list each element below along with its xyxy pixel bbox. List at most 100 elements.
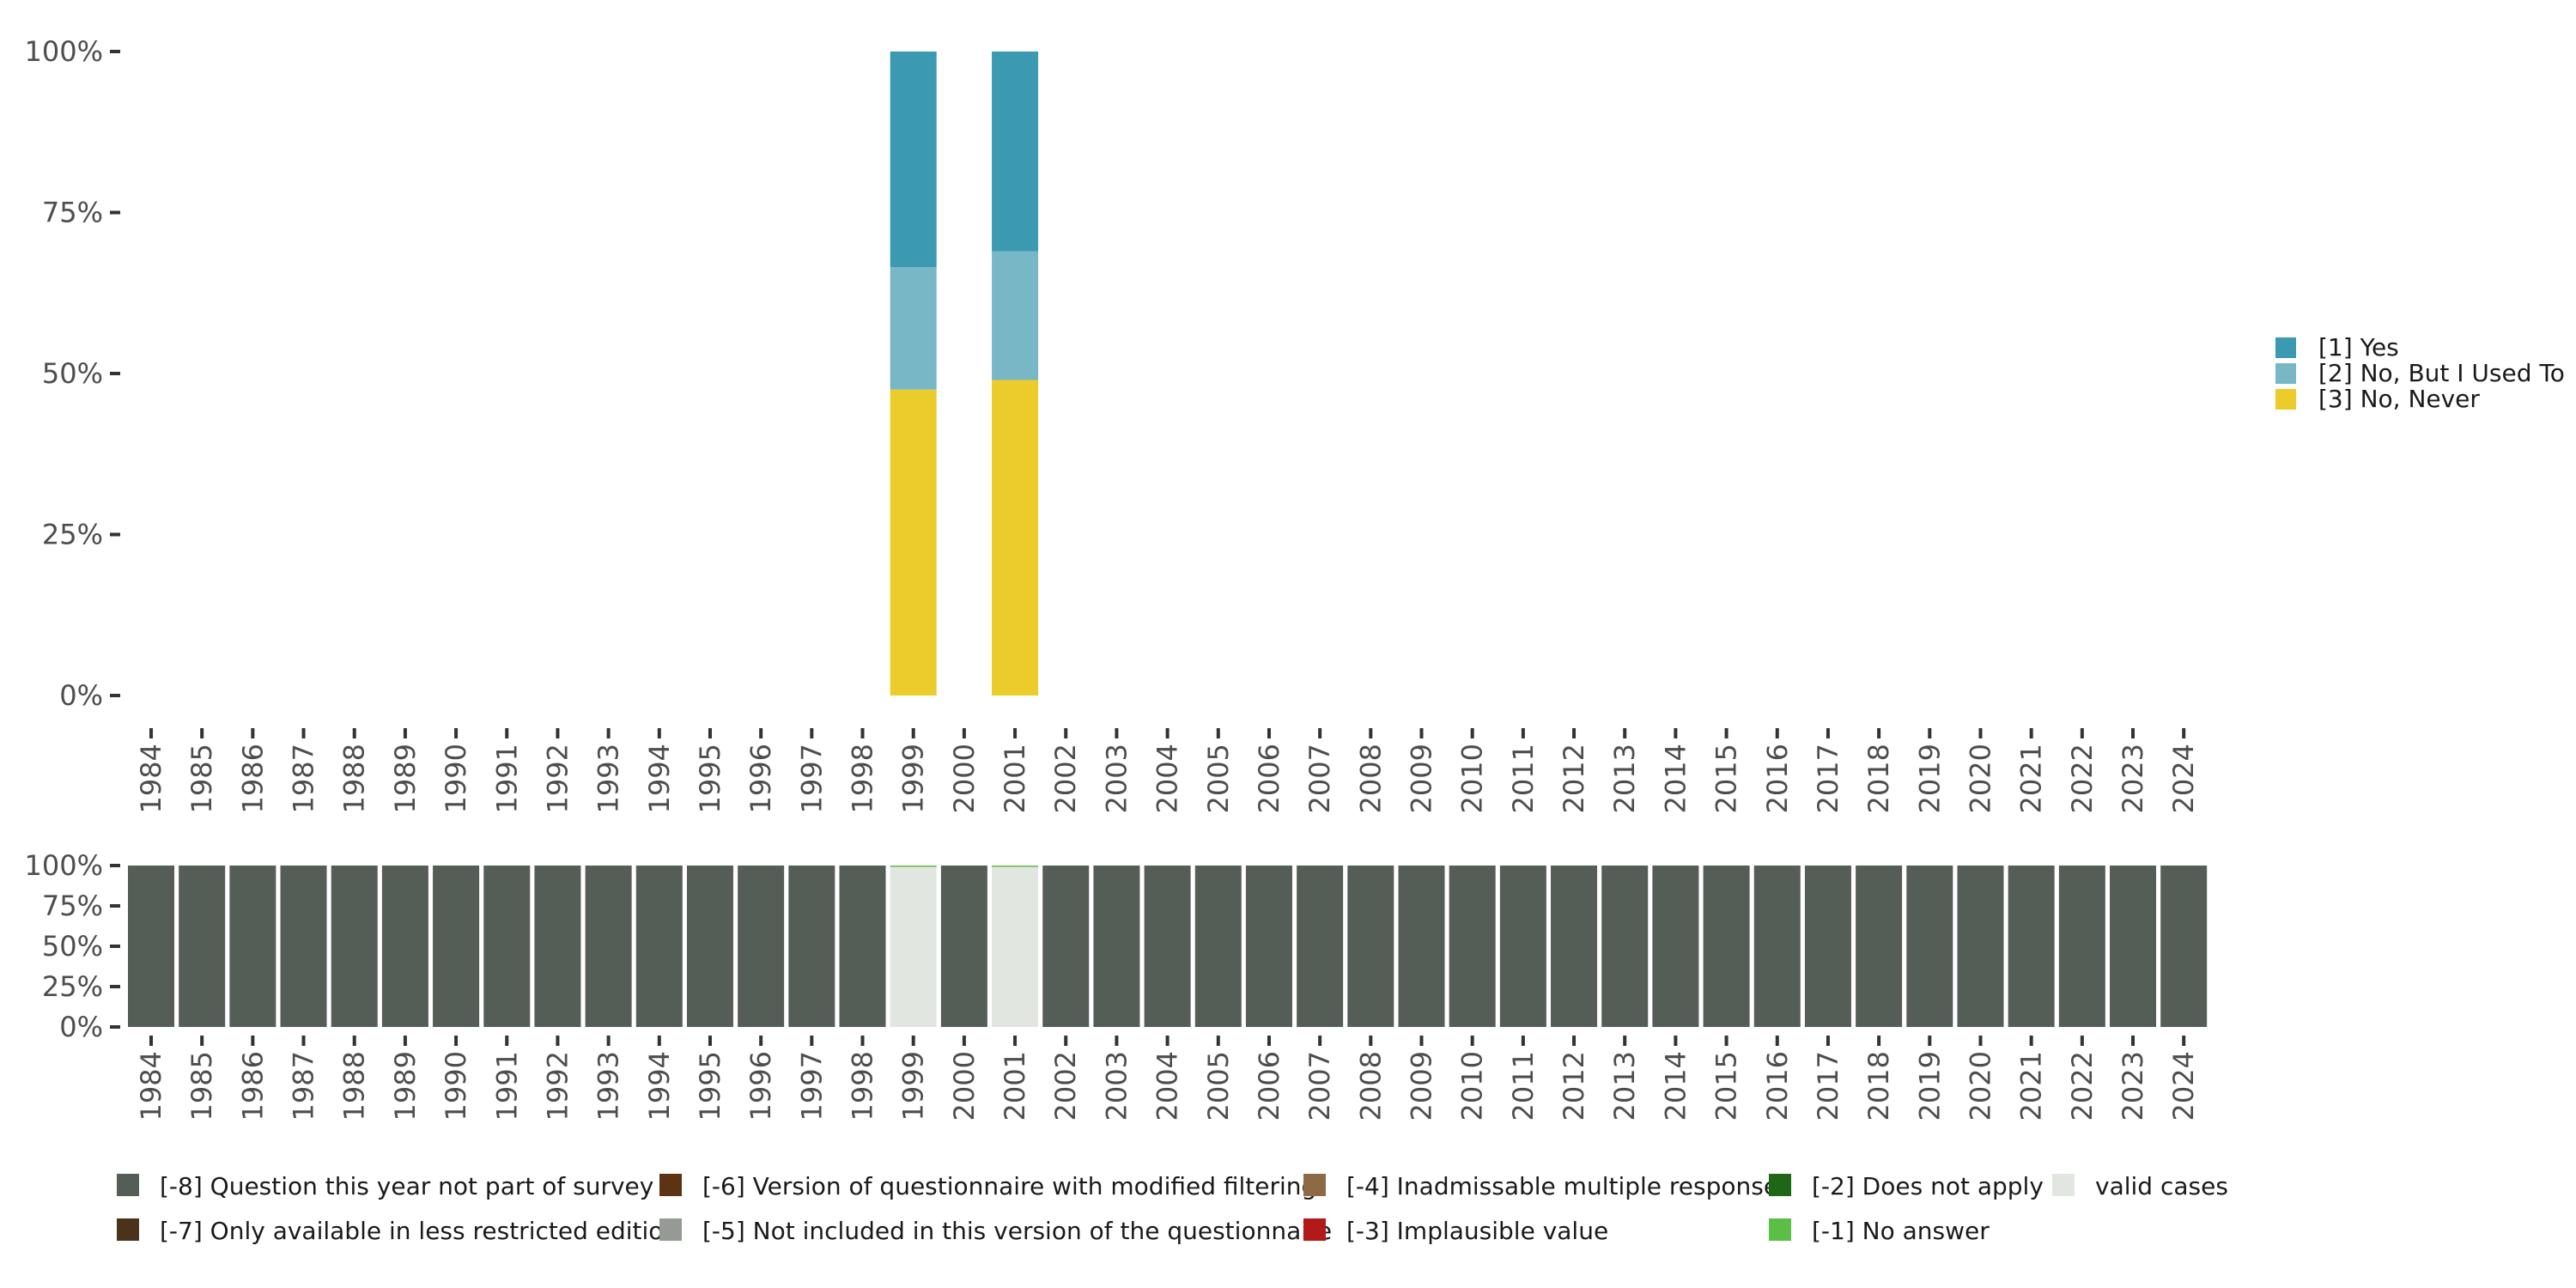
bottom-bar-1986 [229,866,276,1027]
bottom-legend-swatch [1769,1174,1791,1196]
bottom-bar-2024 [2160,866,2208,1027]
top-x-tick-label: 1997 [795,744,828,813]
top-bar-segment-2001-series-2 [992,52,1039,252]
bottom-legend-swatch [1303,1218,1326,1241]
top-legend-swatch [2275,363,2296,384]
top-bar-segment-2001-series-0 [992,380,1039,696]
top-x-tick-label: 1990 [440,744,472,813]
bottom-legend-swatch [2052,1174,2075,1196]
bottom-x-tick-label: 1987 [288,1051,320,1121]
bottom-chart-legend: [-8] Question this year not part of surv… [117,1172,2228,1245]
top-y-tick-label: 0% [59,679,103,712]
bottom-legend-label: [-7] Only available in less restricted e… [160,1217,678,1245]
bottom-bar-1985 [179,866,226,1027]
top-chart-response-distribution: 0% 25% 50% 75% 100% 1984 1985 1986 1987 1988 1989 1… [25,35,2201,813]
top-x-tick-label: 2012 [1558,744,1590,813]
bottom-bar-1988 [331,866,378,1027]
bottom-legend-label: [-5] Not included in this version of the… [702,1217,1332,1245]
top-x-tick-label: 1999 [897,744,930,813]
top-x-tick-label: 1996 [744,744,777,813]
bottom-bar-no-answer-2001 [992,866,1039,867]
top-x-tick-label: 2008 [1354,744,1387,813]
bottom-x-tick-label: 2020 [1964,1051,1996,1121]
top-x-tick-label: 2017 [1812,744,1844,813]
bottom-legend-label: valid cases [2095,1172,2228,1200]
bottom-bar-2011 [1499,866,1546,1027]
bottom-x-tick-label: 1999 [897,1051,930,1121]
bottom-x-tick-label: 2008 [1354,1051,1387,1121]
top-x-tick-label: 2006 [1253,744,1285,813]
bottom-x-tick-label: 1989 [389,1051,422,1121]
bottom-bar-2007 [1297,866,1344,1027]
bottom-x-tick-label: 2024 [2167,1051,2200,1121]
bottom-x-tick-label: 2000 [948,1051,981,1121]
bottom-bar-2019 [1906,866,1953,1027]
bottom-x-tick-label: 2014 [1659,1051,1692,1121]
bottom-bar-1989 [381,866,428,1027]
bottom-bar-2005 [1194,866,1242,1027]
bottom-x-tick-label: 2012 [1558,1051,1590,1121]
top-x-tick-label: 2007 [1303,744,1336,813]
top-x-tick-label: 1991 [490,744,523,813]
top-bar-segment-1999-series-0 [890,389,937,696]
bottom-legend-swatch [659,1174,682,1196]
bottom-y-tick-label: 0% [59,1011,103,1043]
top-x-tick-label: 2015 [1710,744,1743,813]
bottom-legend-swatch [117,1218,139,1241]
top-x-tick-label: 1985 [185,744,218,813]
bottom-bar-2015 [1703,866,1750,1027]
bottom-x-tick-label: 2018 [1862,1051,1895,1121]
bottom-x-tick-label: 1995 [694,1051,726,1121]
top-x-tick-label: 2018 [1862,744,1895,813]
bottom-x-tick-label: 2004 [1151,1051,1184,1121]
top-x-tick-label: 2016 [1761,744,1794,813]
bottom-legend-label: [-4] Inadmissable multiple response [1346,1172,1778,1200]
bottom-bar-1997 [788,866,835,1027]
bottom-bar-2013 [1601,866,1649,1027]
bottom-x-tick-label: 1998 [847,1051,879,1121]
bottom-x-tick-label: 2010 [1456,1051,1489,1121]
top-legend-swatch [2275,389,2296,410]
top-x-tick-label: 2022 [2066,744,2099,813]
bottom-x-tick-label: 2011 [1507,1051,1540,1121]
top-legend-swatch [2275,337,2296,358]
bottom-y-tick-label: 50% [42,930,103,963]
bottom-x-tick-label: 2023 [2117,1051,2149,1121]
bottom-legend-label: [-8] Question this year not part of surv… [160,1172,653,1200]
bottom-x-tick-label: 1996 [744,1051,777,1121]
top-y-tick-label: 50% [42,357,103,390]
bottom-bar-1984 [128,866,174,1027]
top-x-tick-label: 2023 [2117,744,2149,813]
bottom-bar-1991 [483,866,531,1027]
bottom-x-tick-label: 2017 [1812,1051,1844,1121]
bottom-bar-1996 [738,866,785,1027]
bottom-bar-2016 [1753,866,1801,1027]
bottom-bar-2003 [1093,866,1140,1027]
bottom-bar-2018 [1856,866,1903,1027]
top-x-tick-label: 1989 [389,744,422,813]
bottom-bar-2017 [1804,866,1851,1027]
bottom-bar-2002 [1042,866,1090,1027]
bottom-x-tick-label: 2001 [999,1051,1031,1121]
bottom-x-tick-label: 2022 [2066,1051,2099,1121]
top-bar-segment-1999-series-2 [890,52,937,268]
bottom-x-tick-label: 1985 [185,1051,218,1121]
top-legend-label: [3] No, Never [2318,385,2480,413]
bottom-legend-label: [-1] No answer [1812,1217,1990,1245]
bottom-legend-label: [-6] Version of questionnaire with modif… [702,1172,1316,1200]
bottom-bar-2001 [992,866,1039,1027]
top-x-tick-label: 1986 [236,744,269,813]
top-x-tick-label: 1998 [847,744,879,813]
bottom-chart-missing-status: 0% 25% 50% 75% 100% 1984 1985 1986 1987 1988 1989 1… [25,849,2208,1121]
bottom-x-tick-label: 2021 [2015,1051,2048,1121]
top-y-tick-label: 100% [25,35,103,68]
bottom-bar-2020 [1957,866,2004,1027]
top-x-tick-label: 2020 [1964,744,1996,813]
bottom-x-tick-label: 1992 [541,1051,574,1121]
top-x-tick-label: 1984 [135,744,167,813]
bottom-legend-swatch [659,1218,682,1241]
bottom-x-tick-label: 1984 [135,1051,167,1121]
top-x-tick-label: 1993 [592,744,625,813]
bottom-bar-1998 [839,866,886,1027]
bottom-x-tick-label: 2006 [1253,1051,1285,1121]
